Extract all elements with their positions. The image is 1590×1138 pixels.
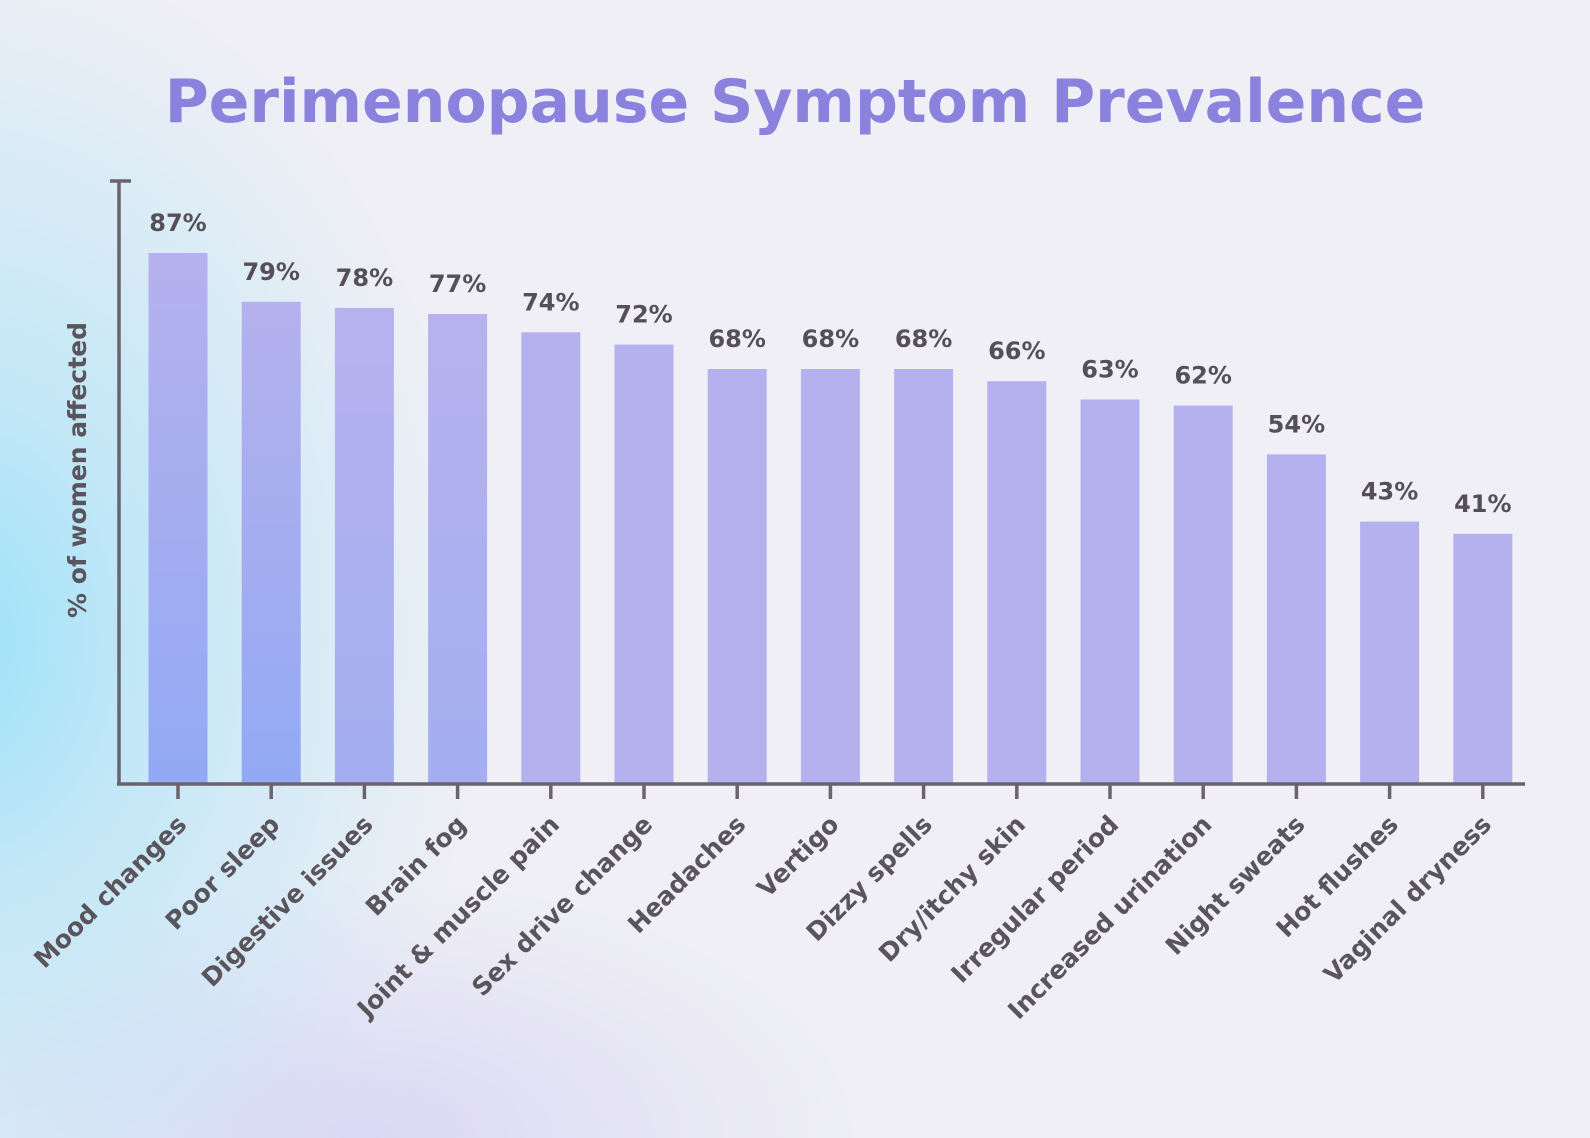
bar (1173, 405, 1233, 784)
bar (241, 301, 301, 784)
bar-value-label: 79% (242, 258, 299, 286)
bar-value-label: 68% (895, 325, 952, 353)
bar-value-label: 62% (1174, 362, 1231, 390)
bar-value-label: 87% (149, 209, 206, 237)
bar (800, 369, 860, 784)
bar (428, 314, 488, 784)
value-labels-group: 87% 79% 78% 77% 74% 72% 68% 68% 68% 66% 63% 62% 54% 4… (149, 209, 1511, 518)
category-label: Vaginal dryness (1318, 810, 1497, 989)
bar-value-label: 41% (1454, 490, 1511, 518)
bar-value-label: 74% (522, 288, 579, 316)
x-ticks-group (176, 784, 1485, 799)
bar-value-label: 43% (1361, 478, 1418, 506)
bar-value-label: 72% (615, 301, 672, 329)
bar-value-label: 78% (336, 264, 393, 292)
category-label: Sex drive change (466, 810, 658, 1002)
category-label: Mood changes (28, 810, 192, 974)
bar (148, 253, 208, 784)
bar (1453, 533, 1513, 784)
y-axis-label: % of women affected (63, 322, 92, 618)
bar (614, 344, 674, 784)
bar-value-label: 77% (429, 270, 486, 298)
category-label: Vertigo (751, 810, 844, 903)
bar (707, 369, 767, 784)
bar-value-label: 68% (708, 325, 765, 353)
bar (521, 332, 581, 784)
bar-value-label: 54% (1268, 410, 1325, 438)
chart-title: Perimenopause Symptom Prevalence (165, 67, 1426, 137)
bar (894, 369, 954, 784)
bars-group (148, 253, 1513, 784)
category-label: Irregular period (945, 810, 1124, 989)
bar (334, 307, 394, 784)
bar-value-label: 68% (802, 325, 859, 353)
bar (1080, 399, 1140, 784)
bar-value-label: 66% (988, 337, 1045, 365)
bar-value-label: 63% (1081, 356, 1138, 384)
bar (1266, 454, 1326, 784)
bar (987, 381, 1047, 784)
category-label: Digestive issues (196, 810, 379, 993)
bar (1360, 521, 1420, 784)
